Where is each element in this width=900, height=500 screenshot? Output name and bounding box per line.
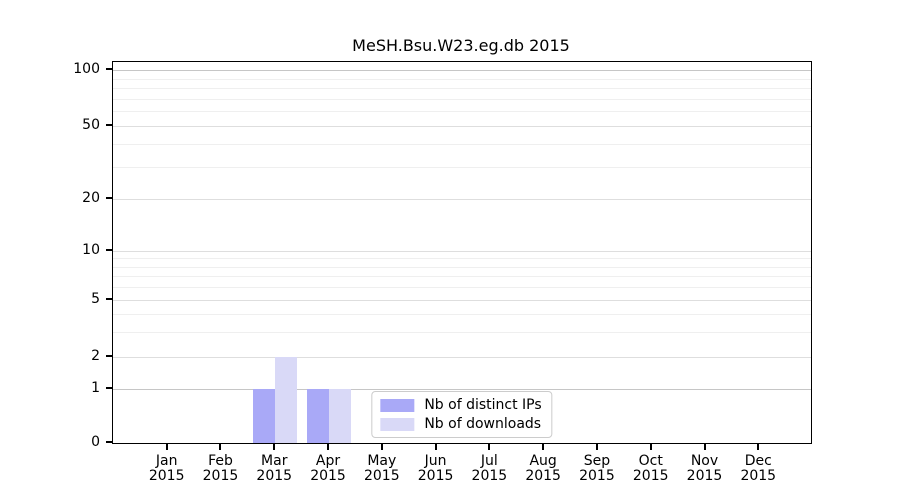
x-axis-tick-label: Feb 2015 [202, 453, 239, 484]
legend-swatch-downloads [380, 417, 415, 431]
gridline-major [113, 300, 811, 301]
gridline-major [113, 199, 811, 200]
x-axis-tick [542, 444, 545, 450]
bar-downloads [275, 357, 298, 443]
x-axis-tick [703, 444, 706, 450]
gridline-minor [113, 166, 811, 168]
y-axis-tick [106, 355, 112, 357]
bar-distinct-ips [253, 389, 276, 443]
x-axis-tick [219, 444, 222, 450]
gridline-minor [113, 276, 811, 278]
x-axis-tick [273, 444, 276, 450]
legend-label-downloads: Nb of downloads [424, 416, 542, 432]
gridline-minor [113, 88, 811, 90]
y-axis-tick [106, 441, 112, 443]
y-axis-tick [106, 387, 112, 389]
x-axis-tick [165, 444, 168, 450]
chart-title: MeSH.Bsu.W23.eg.db 2015 [352, 36, 570, 55]
x-axis-tick-label: May 2015 [363, 453, 400, 484]
y-axis-tick-label: 10 [82, 242, 100, 258]
x-axis-tick [434, 444, 437, 450]
gridline-minor [113, 111, 811, 113]
legend-label-distinct-ips: Nb of distinct IPs [424, 397, 542, 413]
y-axis-tick [106, 249, 112, 251]
y-axis-tick [106, 124, 112, 126]
x-axis-tick-label: Nov 2015 [686, 453, 723, 484]
x-axis-tick-label: Sep 2015 [579, 453, 615, 484]
x-axis-tick-label: Mar 2015 [256, 453, 293, 484]
x-axis-tick-label: Jan 2015 [148, 453, 185, 484]
y-axis-tick-label: 2 [91, 348, 100, 364]
gridline-major [113, 70, 811, 71]
y-axis-tick-label: 1 [91, 380, 100, 396]
x-axis-tick-label: Aug 2015 [525, 453, 561, 484]
y-axis-tick [106, 197, 112, 199]
x-axis-tick-label: Dec 2015 [740, 453, 777, 484]
x-axis-tick [488, 444, 491, 450]
x-axis-tick-label: Jun 2015 [417, 453, 454, 484]
legend-item-distinct-ips: Nb of distinct IPs [380, 397, 542, 413]
y-axis-tick [106, 68, 112, 70]
gridline-major [113, 389, 811, 390]
plot-area: Nb of distinct IPs Nb of downloads [112, 61, 812, 444]
y-axis-tick-label: 5 [91, 291, 100, 307]
bar-distinct-ips [307, 389, 330, 443]
gridline-major [113, 126, 811, 127]
x-axis-tick-label: Oct 2015 [632, 453, 669, 484]
gridline-minor [113, 287, 811, 289]
legend-item-downloads: Nb of downloads [380, 416, 541, 432]
legend: Nb of distinct IPs Nb of downloads [371, 391, 553, 438]
gridline-minor [113, 331, 811, 333]
gridline-minor [113, 98, 811, 100]
legend-swatch-distinct-ips [380, 398, 415, 412]
gridline-minor [113, 266, 811, 268]
x-axis-tick [757, 444, 760, 450]
x-axis-tick [327, 444, 330, 450]
x-axis-tick-label: Apr 2015 [310, 453, 346, 484]
bar-downloads [329, 389, 352, 443]
x-axis-tick [380, 444, 383, 450]
y-axis-tick-label: 20 [82, 190, 100, 206]
y-axis-tick-label: 0 [91, 434, 100, 450]
gridline-minor [113, 258, 811, 260]
x-axis-tick [649, 444, 652, 450]
y-axis-tick-label: 50 [82, 117, 100, 133]
x-axis-tick [595, 444, 598, 450]
gridline-minor [113, 313, 811, 315]
y-axis-tick-label: 100 [73, 61, 100, 77]
y-axis-tick [106, 298, 112, 300]
gridline-minor [113, 143, 811, 145]
gridline-major [113, 357, 811, 358]
x-axis-tick-label: Jul 2015 [471, 453, 508, 484]
gridline-major [113, 251, 811, 252]
gridline-minor [113, 78, 811, 80]
